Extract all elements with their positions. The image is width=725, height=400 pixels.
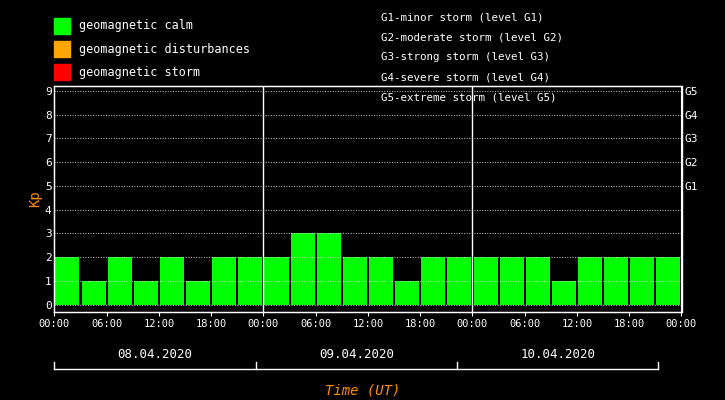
Text: G5-extreme storm (level G5): G5-extreme storm (level G5) [381, 92, 556, 102]
Bar [421, 257, 445, 305]
Text: G4-severe storm (level G4): G4-severe storm (level G4) [381, 72, 550, 82]
Text: 09.04.2020: 09.04.2020 [319, 348, 394, 360]
Text: geomagnetic disturbances: geomagnetic disturbances [79, 43, 250, 56]
Bar [239, 257, 262, 305]
Bar [160, 257, 184, 305]
Bar [108, 257, 132, 305]
Bar [212, 257, 236, 305]
Bar [369, 257, 393, 305]
Bar [134, 281, 158, 305]
Text: 08.04.2020: 08.04.2020 [117, 348, 193, 360]
Text: Time (UT): Time (UT) [325, 383, 400, 397]
Text: geomagnetic storm: geomagnetic storm [79, 66, 200, 79]
Bar [291, 234, 315, 305]
Text: G2-moderate storm (level G2): G2-moderate storm (level G2) [381, 32, 563, 42]
Text: 10.04.2020: 10.04.2020 [520, 348, 595, 360]
Bar [55, 257, 80, 305]
Text: G1-minor storm (level G1): G1-minor storm (level G1) [381, 12, 543, 22]
Bar [265, 257, 289, 305]
Bar [186, 281, 210, 305]
Bar [395, 281, 419, 305]
Text: geomagnetic calm: geomagnetic calm [79, 20, 193, 32]
Bar [343, 257, 367, 305]
Bar [473, 257, 497, 305]
Bar [526, 257, 550, 305]
Bar [578, 257, 602, 305]
Bar [81, 281, 106, 305]
Bar [317, 234, 341, 305]
Bar [656, 257, 681, 305]
Bar [552, 281, 576, 305]
Bar [500, 257, 523, 305]
Bar [630, 257, 655, 305]
Y-axis label: Kp: Kp [28, 191, 42, 207]
Bar [604, 257, 628, 305]
Bar [447, 257, 471, 305]
Text: G3-strong storm (level G3): G3-strong storm (level G3) [381, 52, 550, 62]
